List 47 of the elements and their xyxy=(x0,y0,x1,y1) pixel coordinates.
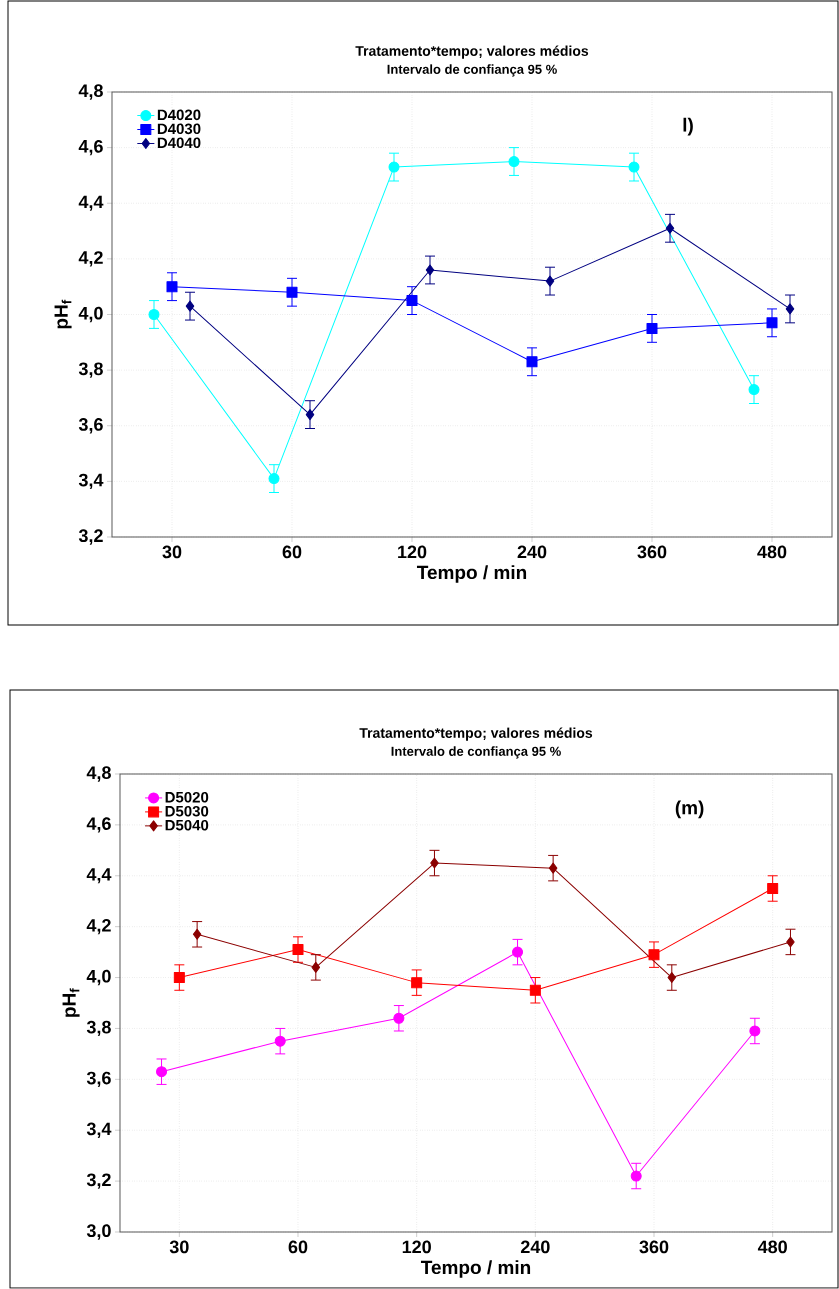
chart-title: Tratamento*tempo; valores médios xyxy=(359,727,593,741)
y-tick-label: 3,4 xyxy=(78,473,104,490)
y-tick-label: 4,8 xyxy=(78,84,103,100)
x-tick-label: 240 xyxy=(520,1240,550,1254)
y-tick-label: 4,6 xyxy=(78,139,103,156)
y-tick-label: 4,8 xyxy=(86,766,111,782)
annotation: (m) xyxy=(675,800,704,819)
y-tick-label: 4,4 xyxy=(78,195,104,211)
legend-label: D5020 xyxy=(165,791,209,803)
chart-title: Tratamento*tempo; valores médios xyxy=(355,45,589,59)
y-tick-label: 3,6 xyxy=(78,418,103,434)
x-tick-label: 120 xyxy=(402,1240,431,1254)
legend-label: D4020 xyxy=(157,109,201,121)
x-axis-title: Tempo / min xyxy=(420,1260,531,1278)
y-tick-label: 4,2 xyxy=(78,251,103,267)
x-axis-title: Tempo / min xyxy=(416,565,527,583)
legend-label: D5040 xyxy=(165,819,209,831)
chart-subtitle: Intervalo de confiança 95 % xyxy=(391,746,561,759)
x-tick-label: 360 xyxy=(639,1240,669,1254)
x-tick-label: 60 xyxy=(288,1240,308,1254)
x-tick-label: 30 xyxy=(169,1240,189,1254)
y-tick-label: 3,0 xyxy=(86,1224,111,1240)
y-tick-label: 3,8 xyxy=(78,362,103,378)
x-tick-label: 480 xyxy=(757,1240,787,1254)
x-tick-label: 240 xyxy=(517,545,547,559)
y-tick-label: 3,2 xyxy=(86,1173,111,1189)
chart-subtitle: Intervalo de confiança 95 % xyxy=(387,64,557,77)
y-tick-label: 3,6 xyxy=(86,1071,111,1088)
x-tick-label: 480 xyxy=(757,545,787,559)
x-tick-label: 60 xyxy=(282,545,302,559)
y-tick-label: 3,8 xyxy=(86,1020,111,1037)
legend-label: D4030 xyxy=(157,123,201,135)
x-tick-label: 120 xyxy=(398,545,427,559)
y-tick-label: 4,4 xyxy=(86,868,112,884)
legend-label: D5030 xyxy=(165,805,209,817)
y-axis-title: pH$_{f}$ xyxy=(62,988,80,1017)
y-tick-label: 3,2 xyxy=(78,529,103,545)
y-tick-label: 4,0 xyxy=(86,969,111,986)
y-tick-label: 4,2 xyxy=(86,918,111,935)
x-tick-label: 360 xyxy=(637,545,667,559)
y-axis-title: pH$_{f}$ xyxy=(54,299,72,329)
x-tick-label: 30 xyxy=(162,545,182,559)
legend-label: D4040 xyxy=(157,137,201,149)
annotation: l) xyxy=(683,117,693,136)
y-tick-label: 4,6 xyxy=(86,817,111,833)
y-tick-label: 3,4 xyxy=(86,1122,112,1138)
y-tick-label: 4,0 xyxy=(78,306,103,323)
